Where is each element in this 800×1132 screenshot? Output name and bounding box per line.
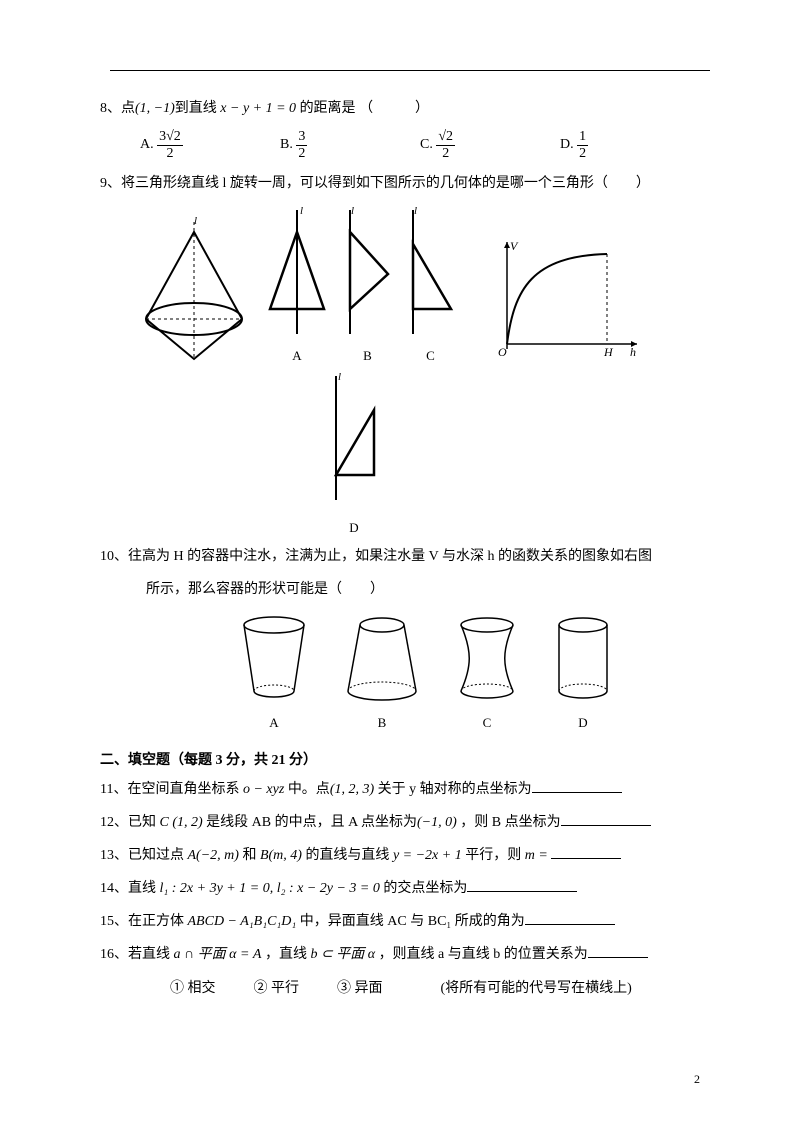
q12-blank xyxy=(561,825,651,826)
q15-blank xyxy=(525,924,615,925)
q8-eq: x − y + 1 = 0 xyxy=(220,101,296,116)
q10-num: 10 xyxy=(100,549,114,564)
q10-label-a: A xyxy=(234,715,314,731)
q9-num: 9 xyxy=(100,176,107,191)
vh-graph-icon: V O H h xyxy=(492,234,642,364)
question-16: 16、若直线 a ∩ 平面 α = A ，直线 b ⊂ 平面 α ，则直线 a … xyxy=(100,942,720,967)
q8-opt-c-frac: √22 xyxy=(436,129,455,161)
question-14: 14、直线 l₁ : 2x + 3y + 1 = 0, l₂ : x − 2y … xyxy=(100,876,720,901)
q8-opt-d-frac: 12 xyxy=(577,129,588,161)
question-8: 8、点(1, −1)到直线 x − y + 1 = 0 的距离是 （ ） xyxy=(100,96,720,121)
q16-blank xyxy=(588,957,648,958)
triangle-d-icon: l D xyxy=(324,370,384,536)
q8-opt-d-label: D. xyxy=(560,137,574,152)
q8-paren: （ ） xyxy=(359,101,429,116)
q10-text1: 、往高为 H 的容器中注水，注满为止，如果注水量 V 与水深 h 的函数关系的图… xyxy=(114,549,652,564)
q8-options: A. 3√22 B. 32 C. √22 D. 12 xyxy=(140,129,720,161)
question-12: 12、已知 C (1, 2) 是线段 AB 的中点，且 A 点坐标为(−1, 0… xyxy=(100,810,720,835)
q13-blank xyxy=(551,858,621,859)
question-9: 9、将三角形绕直线 l 旋转一周，可以得到如下图所示的几何体的是哪一个三角形（ … xyxy=(100,171,720,196)
q8-opt-a-frac: 3√22 xyxy=(157,129,183,161)
svg-text:V: V xyxy=(510,239,519,253)
container-b-icon: B xyxy=(340,611,424,731)
q8-opt-b-label: B. xyxy=(280,137,293,152)
q8-text-b: 到直线 xyxy=(175,101,217,116)
q8-point: (1, −1) xyxy=(135,101,175,116)
section-2-title: 二、填空题（每题 3 分，共 21 分） xyxy=(100,749,720,769)
svg-text:l: l xyxy=(338,371,341,383)
question-15: 15、在正方体 ABCD − A₁B₁C₁D₁ 中，异面直线 AC 与 BC₁ … xyxy=(100,909,720,934)
container-c-icon: C xyxy=(450,611,524,731)
container-a-icon: A xyxy=(234,611,314,731)
svg-text:h: h xyxy=(630,345,636,359)
q14-blank xyxy=(467,891,577,892)
q10-label-b: B xyxy=(340,715,424,731)
q11-blank xyxy=(532,792,622,793)
triangle-c-icon: l C xyxy=(403,204,458,364)
label-b: B xyxy=(340,348,395,364)
q10-figures: A B C xyxy=(230,611,720,731)
svg-text:l: l xyxy=(414,205,417,217)
question-13: 13、已知过点 A(−2, m) 和 B(m, 4) 的直线与直线 y = −2… xyxy=(100,843,720,868)
question-10: 10、往高为 H 的容器中注水，注满为止，如果注水量 V 与水深 h 的函数关系… xyxy=(100,544,720,569)
svg-text:l: l xyxy=(351,205,354,217)
q8-opt-b-frac: 32 xyxy=(296,129,307,161)
label-d: D xyxy=(324,520,384,536)
q9-text: 、将三角形绕直线 l 旋转一周，可以得到如下图所示的几何体的是哪一个三角形（ ） xyxy=(107,176,650,191)
label-c: C xyxy=(403,348,458,364)
triangle-a-icon: l A xyxy=(262,204,332,364)
page-number: 2 xyxy=(694,1072,700,1087)
svg-text:l: l xyxy=(300,205,303,217)
label-a: A xyxy=(262,348,332,364)
q9-figure-d-row: l D xyxy=(320,370,720,536)
q8-text-c: 的距离是 xyxy=(300,101,356,116)
q8-text-a: 、点 xyxy=(107,101,135,116)
question-11: 11、在空间直角坐标系 o − xyz 中。点(1, 2, 3) 关于 y 轴对… xyxy=(100,777,720,802)
q10-label-d: D xyxy=(550,715,616,731)
double-cone-icon: l xyxy=(134,214,254,364)
triangle-b-icon: l B xyxy=(340,204,395,364)
q16-options: ① 相交 ② 平行 ③ 异面 (将所有可能的代号写在横线上) xyxy=(170,976,720,1001)
q9-figures: l l A l B xyxy=(130,204,720,364)
container-d-icon: D xyxy=(550,611,616,731)
q10-text2: 所示，那么容器的形状可能是（ ） xyxy=(146,577,720,602)
q8-opt-c-label: C. xyxy=(420,137,433,152)
q10-label-c: C xyxy=(450,715,524,731)
svg-text:O: O xyxy=(498,345,507,359)
q8-num: 8 xyxy=(100,101,107,116)
svg-text:l: l xyxy=(194,215,197,227)
q8-opt-a-label: A. xyxy=(140,137,154,152)
svg-text:H: H xyxy=(603,345,614,359)
